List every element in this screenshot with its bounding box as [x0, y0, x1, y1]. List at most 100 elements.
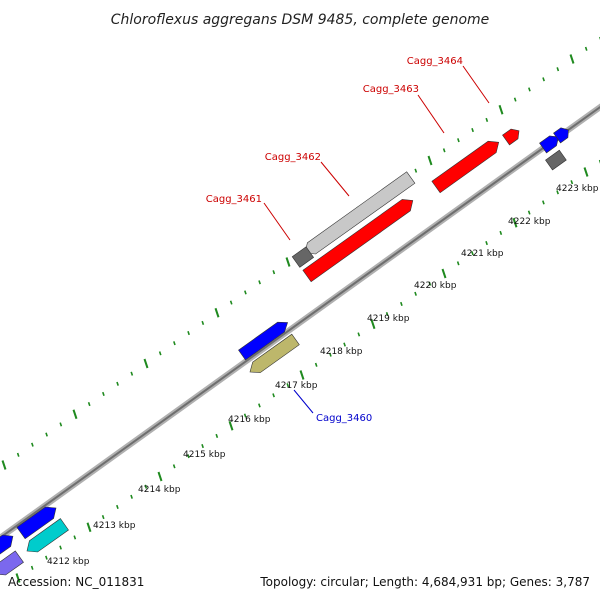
- inner-tick: [370, 319, 376, 330]
- inner-tick: [243, 413, 247, 418]
- outer-tick: [427, 155, 433, 166]
- tick-label: 4218 kbp: [320, 347, 363, 357]
- outer-tick: [16, 452, 20, 457]
- tick-label: 4217 kbp: [275, 381, 318, 391]
- outer-tick: [528, 87, 531, 92]
- inner-tick: [512, 217, 518, 228]
- inner-tick-track: [15, 159, 600, 583]
- inner-tick: [172, 464, 176, 469]
- inner-tick: [101, 515, 105, 520]
- gene-label[interactable]: Cagg_3461: [206, 194, 262, 205]
- outer-tick: [498, 104, 504, 115]
- outer-tick: [442, 148, 446, 153]
- gene-darkgray[interactable]: [545, 149, 567, 171]
- inner-tick: [130, 494, 133, 499]
- outer-tick: [59, 422, 63, 427]
- inner-tick: [272, 393, 275, 398]
- tick-label: 4213 kbp: [93, 521, 136, 531]
- outer-tick: [542, 77, 545, 82]
- outer-tick: [556, 67, 560, 72]
- outer-tick: [187, 330, 190, 336]
- outer-tick: [158, 351, 162, 356]
- tick-label: 4214 kbp: [138, 485, 181, 495]
- gene-olive-cagg3460[interactable]: [249, 333, 300, 373]
- genome-summary-text: Topology: circular; Length: 4,684,931 bp…: [259, 575, 590, 589]
- outer-tick: [45, 432, 48, 437]
- inner-tick: [400, 301, 403, 307]
- outer-tick: [258, 280, 261, 285]
- outer-tick: [130, 371, 134, 376]
- gene-label[interactable]: Cagg_3462: [265, 152, 321, 163]
- outer-tick: [116, 381, 119, 386]
- gene-blue-forward[interactable]: [553, 127, 569, 144]
- inner-tick: [258, 403, 261, 408]
- outer-tick: [173, 341, 176, 346]
- feature-layer: [0, 127, 569, 576]
- gene-purple[interactable]: [0, 550, 24, 576]
- outer-tick: [229, 300, 233, 305]
- gene-label[interactable]: Cagg_3464: [407, 56, 463, 67]
- outer-tick: [457, 138, 460, 143]
- inner-tick: [314, 362, 318, 367]
- inner-tick: [187, 454, 190, 459]
- gene-blue-forward[interactable]: [16, 506, 57, 540]
- tick-label: 4221 kbp: [461, 249, 504, 259]
- outer-tick: [513, 97, 517, 102]
- gene-labels: Cagg_3460 Cagg_3461 Cagg_3462 Cagg_3463 Cagg…: [206, 56, 490, 424]
- inner-tick: [343, 342, 346, 347]
- outer-tick: [214, 307, 220, 318]
- outer-tick: [201, 320, 205, 325]
- inner-tick: [86, 522, 92, 533]
- outer-tick: [414, 168, 418, 173]
- outer-tick: [102, 391, 105, 397]
- gene-darkgray-cagg3461[interactable]: [291, 246, 315, 268]
- inner-tick: [385, 312, 389, 317]
- inner-tick: [471, 251, 474, 256]
- gene-blue-forward[interactable]: [0, 534, 14, 555]
- accession-text: Accession: NC_011831: [8, 575, 144, 589]
- outer-tick: [569, 54, 575, 64]
- tick-label: 4216 kbp: [228, 415, 271, 425]
- inner-tick: [59, 545, 62, 550]
- inner-tick: [286, 383, 290, 388]
- inner-tick: [329, 352, 332, 357]
- tick-label: 4219 kbp: [367, 314, 410, 324]
- outer-tick: [143, 358, 149, 369]
- gene-blue-forward[interactable]: [238, 321, 289, 361]
- gene-red-forward[interactable]: [502, 128, 520, 146]
- inner-tick: [527, 210, 531, 215]
- outer-tick-track: [1, 36, 600, 470]
- gene-leader-line: [293, 389, 314, 414]
- inner-tick: [556, 190, 559, 195]
- inner-tick: [414, 291, 417, 296]
- gene-leader-line: [320, 161, 350, 197]
- tick-label: 4220 kbp: [414, 281, 457, 291]
- inner-tick: [116, 504, 119, 510]
- inner-tick: [485, 240, 488, 246]
- gene-label[interactable]: Cagg_3463: [363, 84, 419, 95]
- inner-tick: [570, 180, 574, 185]
- gene-red-forward[interactable]: [431, 140, 500, 194]
- inner-tick: [157, 471, 163, 482]
- inner-tick: [499, 230, 503, 235]
- gene-label[interactable]: Cagg_3460: [316, 413, 372, 424]
- gene-leader-line: [263, 202, 291, 241]
- inner-tick: [15, 573, 21, 583]
- gene-red-forward[interactable]: [302, 199, 414, 283]
- tick-label: 4212 kbp: [47, 557, 90, 567]
- gene-cyan[interactable]: [26, 518, 69, 553]
- tick-label: 4223 kbp: [556, 184, 599, 194]
- gene-blue-forward[interactable]: [539, 135, 559, 154]
- tick-labels: 4212 kbp 4213 kbp 4214 kbp 4215 kbp 4216 kbp…: [47, 184, 599, 567]
- inner-tick: [45, 555, 48, 560]
- outer-tick: [72, 409, 78, 420]
- inner-tick: [441, 268, 447, 279]
- inner-tick: [456, 261, 460, 266]
- inner-tick: [583, 167, 589, 177]
- outer-tick: [244, 290, 247, 295]
- inner-tick: [144, 484, 148, 489]
- outer-tick: [272, 270, 276, 275]
- inner-tick: [428, 281, 432, 286]
- outer-tick: [87, 402, 91, 407]
